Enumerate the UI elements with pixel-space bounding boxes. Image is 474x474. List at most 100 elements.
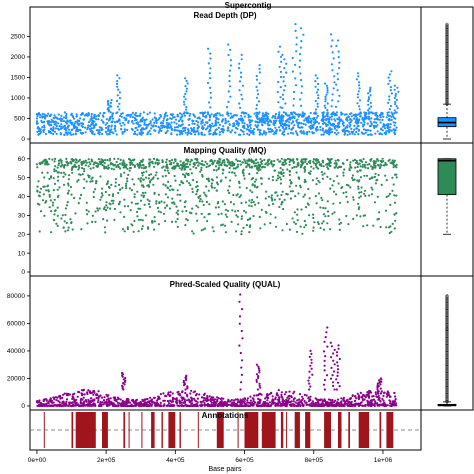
data-point <box>157 223 160 226</box>
data-point <box>152 157 156 160</box>
data-point <box>365 174 369 177</box>
data-point <box>385 195 388 199</box>
data-point <box>367 404 370 407</box>
spike-point-6 <box>255 107 258 110</box>
data-point <box>36 202 40 205</box>
data-point <box>122 166 125 169</box>
spike-point-18 <box>394 111 397 114</box>
data-point <box>242 133 245 136</box>
data-point <box>188 163 192 166</box>
annotation-interval-3 <box>102 412 108 448</box>
data-point <box>90 115 93 118</box>
data-point <box>258 165 261 168</box>
data-point <box>316 158 320 162</box>
spike-point-4 <box>227 53 230 57</box>
data-point <box>290 404 293 408</box>
spike-point-13 <box>330 63 333 66</box>
data-point <box>64 230 67 233</box>
data-point <box>368 194 371 197</box>
data-point <box>256 196 259 199</box>
data-point <box>108 157 112 160</box>
annotation-interval-20 <box>324 412 331 448</box>
data-point <box>303 393 306 396</box>
spike-point-4 <box>229 95 232 98</box>
spike-point-4 <box>228 74 231 77</box>
data-point <box>145 170 148 173</box>
data-point <box>386 390 389 393</box>
spike-point-12 <box>324 95 327 98</box>
data-point <box>235 230 238 233</box>
data-point <box>272 133 275 136</box>
data-point <box>385 179 388 182</box>
data-point <box>294 222 297 225</box>
data-point <box>108 159 111 162</box>
data-point <box>148 174 151 177</box>
data-point <box>313 162 316 165</box>
spike-point-5 <box>239 106 242 109</box>
spike-point-5 <box>324 355 327 358</box>
data-point <box>234 398 237 401</box>
data-point <box>67 192 70 195</box>
data-point <box>312 160 315 163</box>
data-point <box>253 180 256 183</box>
data-point <box>248 404 251 408</box>
data-point <box>213 401 216 404</box>
data-point <box>275 393 278 396</box>
spike-point-12 <box>323 104 326 107</box>
data-point <box>374 400 377 403</box>
spike-point-7 <box>337 347 340 350</box>
data-point <box>342 398 345 401</box>
spike-point-0 <box>107 99 110 103</box>
data-point <box>219 114 222 117</box>
mapping-quality-title: Mapping Quality (MQ) <box>184 146 267 155</box>
spike-point-16 <box>369 86 372 89</box>
data-point <box>55 124 59 128</box>
data-point <box>166 393 170 396</box>
x-tick-label-2: 4e+05 <box>166 457 185 464</box>
data-point <box>381 129 384 132</box>
data-point <box>337 159 340 162</box>
data-point <box>268 158 271 161</box>
data-point <box>166 169 169 172</box>
spike-point-7 <box>336 371 339 374</box>
data-point <box>68 404 71 407</box>
spike-point-0 <box>107 106 110 109</box>
data-point <box>332 403 335 406</box>
spike-point-6 <box>258 64 261 67</box>
data-point <box>123 164 126 167</box>
annotation-interval-6 <box>141 412 143 448</box>
data-point <box>288 185 291 188</box>
data-point <box>180 168 183 171</box>
data-point <box>56 122 60 125</box>
spike-point-4 <box>229 59 232 62</box>
data-point <box>53 168 56 171</box>
data-point <box>286 193 289 196</box>
data-point <box>275 392 279 395</box>
data-point <box>370 158 373 161</box>
data-point <box>92 127 95 130</box>
spike-point-2 <box>184 98 187 101</box>
spike-point-10 <box>300 78 303 82</box>
data-point <box>94 124 97 127</box>
data-point <box>113 127 116 130</box>
data-point <box>67 226 70 229</box>
data-point <box>327 130 331 134</box>
spike-point-5 <box>240 93 243 96</box>
data-point <box>364 161 368 164</box>
data-point <box>228 191 231 194</box>
spike-point-17 <box>390 70 393 73</box>
spike-point-5 <box>326 326 329 329</box>
data-point <box>65 112 68 116</box>
spike-point-1 <box>116 111 119 114</box>
data-point <box>145 126 148 129</box>
data-point <box>207 189 210 192</box>
data-point <box>386 125 389 128</box>
data-point <box>363 111 366 114</box>
data-point <box>293 165 296 169</box>
spike-point-10 <box>298 53 302 56</box>
data-point <box>370 165 373 168</box>
data-point <box>189 168 192 171</box>
data-point <box>368 163 371 166</box>
data-point <box>133 195 136 199</box>
data-point <box>65 157 68 160</box>
